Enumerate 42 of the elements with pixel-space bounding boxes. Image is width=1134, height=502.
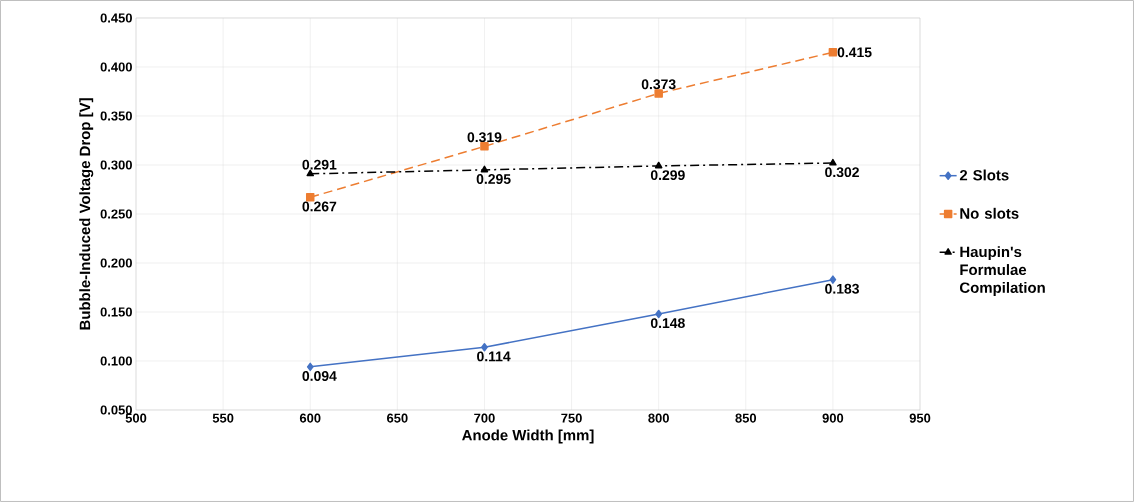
data-label: 0.183 bbox=[825, 283, 859, 294]
y-tick-label: 0.450 bbox=[100, 13, 132, 23]
data-label: 0.415 bbox=[837, 47, 872, 58]
point bbox=[828, 48, 838, 57]
x-tick-label: 700 bbox=[474, 413, 495, 423]
x-tick-label: 950 bbox=[909, 413, 931, 423]
x-tick-label: 600 bbox=[299, 413, 321, 423]
data-label: 0.319 bbox=[467, 132, 502, 143]
y-tick-label: 0.350 bbox=[100, 111, 132, 121]
data-label: 0.114 bbox=[477, 351, 511, 362]
y-tick-label: 0.400 bbox=[100, 62, 132, 72]
data-label: 0.302 bbox=[825, 167, 859, 178]
x-tick-label: 900 bbox=[822, 413, 844, 423]
x-tick-label: 800 bbox=[648, 413, 669, 423]
data-label: 0.299 bbox=[650, 170, 685, 181]
point bbox=[829, 158, 837, 166]
y-tick-label: 0.150 bbox=[100, 307, 132, 317]
data-label: 0.267 bbox=[302, 201, 337, 212]
y-tick-label: 0.100 bbox=[100, 356, 132, 366]
x-tick-label: 550 bbox=[212, 413, 234, 423]
point bbox=[480, 165, 489, 173]
legend-label: No slots bbox=[960, 207, 1019, 219]
x-tick-label: 850 bbox=[735, 413, 757, 423]
data-label: 0.295 bbox=[476, 174, 511, 184]
legend-label: 2 Slots bbox=[959, 169, 1009, 181]
data-label: 0.373 bbox=[641, 79, 676, 90]
y-tick-label: 0.300 bbox=[100, 160, 132, 170]
x-tick-label: 650 bbox=[387, 413, 408, 423]
data-label: 0.291 bbox=[302, 159, 337, 170]
y-tick-label: 0.050 bbox=[100, 405, 132, 415]
point bbox=[306, 362, 314, 372]
legend-label: Haupin's Formulae Compilation bbox=[959, 246, 1045, 296]
y-tick-label: 0.250 bbox=[100, 209, 132, 219]
x-tick-label: 500 bbox=[125, 413, 147, 423]
y-axis-title: Bubble-Induced Voltage Drop [V] bbox=[79, 98, 94, 330]
point bbox=[654, 161, 663, 169]
data-label: 0.148 bbox=[650, 318, 685, 329]
y-tick-label: 0.200 bbox=[100, 258, 132, 268]
data-label: 0.094 bbox=[302, 371, 337, 381]
x-axis-title: Anode Width [mm] bbox=[462, 429, 594, 444]
x-tick-label: 750 bbox=[561, 413, 582, 423]
point bbox=[655, 309, 663, 319]
